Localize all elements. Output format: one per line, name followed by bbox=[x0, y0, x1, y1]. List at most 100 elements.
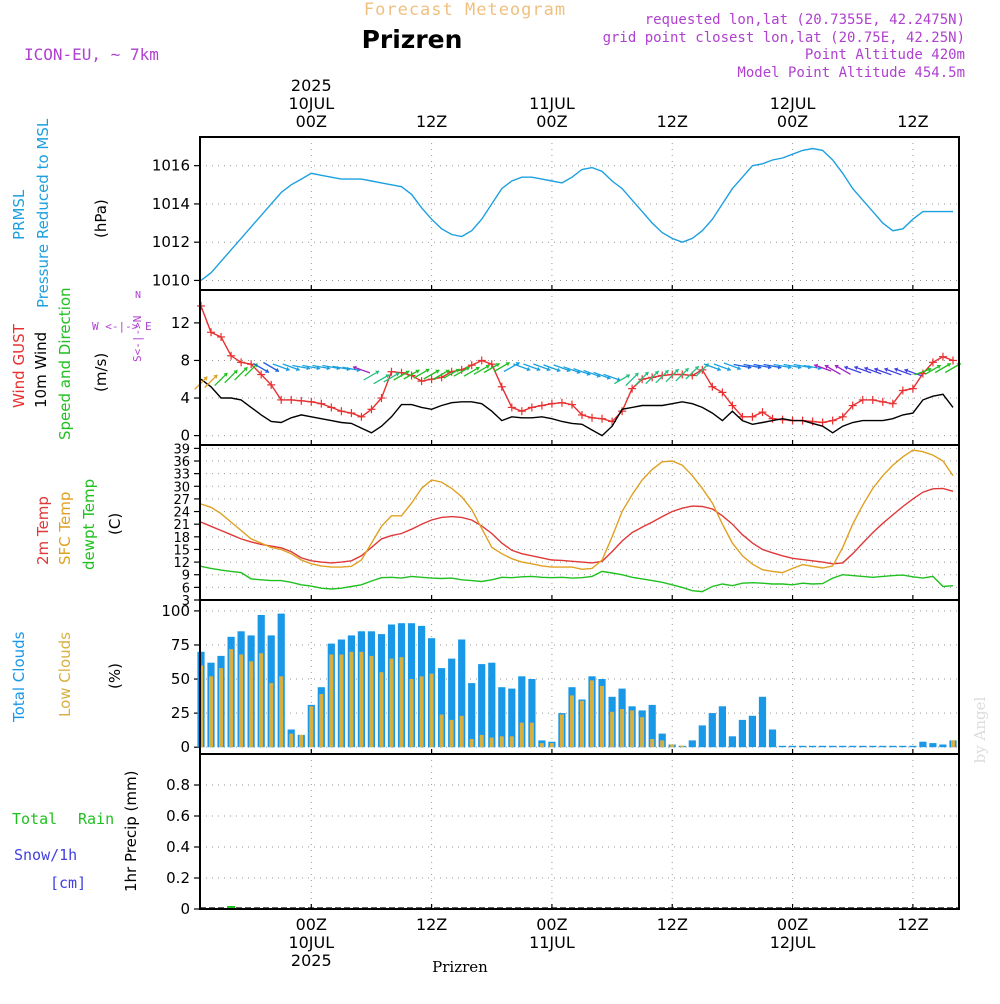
bar-low-clouds bbox=[539, 743, 544, 748]
plot-layer: 1010101210141016048123691215182124273033… bbox=[152, 76, 962, 970]
time-label-top: 00Z bbox=[536, 112, 567, 131]
bar-low-clouds bbox=[419, 676, 424, 748]
series-line-prmsl bbox=[200, 147, 953, 281]
wind-arrow-head bbox=[727, 366, 731, 372]
date-label-top: 12JUL bbox=[770, 94, 816, 113]
bar-total-clouds bbox=[758, 696, 767, 748]
gust-point bbox=[828, 416, 837, 425]
compass-horizontal: W <-|-> E bbox=[92, 320, 152, 333]
bar-rain bbox=[227, 906, 236, 909]
wind-direction-arrow bbox=[503, 361, 520, 373]
wind-arrow-head bbox=[576, 369, 581, 374]
ytick-label-temperature: 6 bbox=[182, 581, 190, 596]
wind-arrow-head bbox=[465, 366, 470, 371]
date-label-bottom: 11JUL bbox=[529, 933, 575, 952]
wind-direction-arrow bbox=[665, 368, 680, 383]
precip-label-total: Total bbox=[12, 810, 57, 828]
ytick-label-temperature: 39 bbox=[173, 442, 190, 457]
gust-point bbox=[257, 370, 266, 379]
wind-direction-arrow bbox=[573, 367, 591, 376]
wind-arrow-head bbox=[586, 371, 591, 376]
bar-low-clouds bbox=[229, 649, 234, 748]
wind-direction-arrow bbox=[874, 367, 892, 376]
ytick-label-temperature: 18 bbox=[173, 531, 190, 546]
bar-total-clouds bbox=[799, 745, 807, 748]
time-label-top: 00Z bbox=[777, 112, 808, 131]
bar-low-clouds bbox=[499, 736, 504, 748]
gust-point bbox=[307, 397, 316, 406]
bar-low-clouds bbox=[439, 714, 444, 748]
bar-total-clouds bbox=[929, 743, 937, 748]
panel-clouds: 0 25 50 75 100 bbox=[161, 599, 960, 756]
wind-direction-arrow bbox=[413, 368, 430, 379]
ytick-label-temperature: 21 bbox=[173, 518, 190, 533]
wind-direction-arrow bbox=[884, 367, 902, 376]
bar-total-clouds bbox=[518, 676, 526, 748]
wind-direction-arrow bbox=[253, 362, 270, 374]
wind-direction-arrow bbox=[272, 363, 290, 372]
ytick-label-precip: 0 bbox=[180, 900, 190, 918]
wind-arrow-head bbox=[904, 368, 909, 373]
wind-direction-arrow bbox=[423, 369, 440, 380]
wind-direction-arrow bbox=[393, 370, 410, 381]
ytick-label-pressure: 1016 bbox=[152, 157, 190, 175]
wind-arrow-head bbox=[475, 366, 480, 371]
bar-low-clouds bbox=[449, 719, 454, 748]
gust-point bbox=[628, 384, 637, 393]
bar-low-clouds bbox=[209, 676, 213, 748]
bar-total-clouds bbox=[528, 679, 536, 748]
wind-arrow-head bbox=[213, 374, 218, 379]
gust-point bbox=[728, 401, 737, 410]
gust-point bbox=[818, 418, 827, 427]
bar-total-clouds bbox=[748, 715, 756, 748]
grid-point-coords: grid point closest lon,lat (20.75E, 42.2… bbox=[603, 30, 965, 46]
ytick-label-precip: 0.2 bbox=[166, 869, 190, 887]
gust-point bbox=[477, 356, 486, 365]
date-label-bottom: 12JUL bbox=[770, 933, 816, 952]
wind-arrow-head bbox=[455, 368, 460, 373]
bar-total-clouds bbox=[508, 688, 516, 748]
gust-point bbox=[267, 380, 276, 389]
gust-point bbox=[588, 413, 597, 422]
gust-point bbox=[497, 382, 506, 391]
ytick-label-wind: 0 bbox=[180, 427, 190, 445]
ytick-label-wind: 4 bbox=[180, 389, 190, 407]
wind-arrow-head bbox=[536, 366, 541, 372]
wind-arrow-head bbox=[223, 372, 228, 377]
gust-point bbox=[718, 388, 727, 397]
gust-point bbox=[618, 407, 627, 416]
wind-arrow-head bbox=[385, 374, 390, 379]
gust-point bbox=[467, 361, 476, 370]
ytick-label-clouds: 100 bbox=[161, 602, 190, 620]
gust-point bbox=[527, 403, 536, 412]
pressure-label-unit: (hPa) bbox=[92, 199, 110, 238]
wind-arrow-head bbox=[375, 370, 380, 375]
time-label-top: 00Z bbox=[296, 112, 327, 131]
wind-direction-arrow bbox=[363, 370, 380, 381]
wind-arrow-head bbox=[596, 373, 601, 378]
temp-label-dewpt: dewpt Temp bbox=[80, 479, 98, 570]
gust-point bbox=[387, 367, 396, 376]
wind-label-dir: Speed and Direction bbox=[56, 287, 74, 440]
bar-low-clouds bbox=[610, 711, 615, 748]
gust-point bbox=[578, 410, 587, 419]
gust-point bbox=[838, 412, 847, 421]
gust-point bbox=[327, 403, 336, 412]
wind-arrow-head bbox=[435, 369, 440, 374]
wind-arrow-head bbox=[265, 368, 269, 373]
wind-arrow-head bbox=[946, 363, 951, 368]
wind-direction-arrow bbox=[403, 369, 420, 380]
wind-direction-arrow bbox=[533, 363, 551, 372]
gust-point bbox=[517, 407, 526, 416]
bar-total-clouds bbox=[728, 736, 736, 748]
bar-low-clouds bbox=[369, 655, 374, 748]
gust-point bbox=[928, 358, 937, 367]
wind-direction-arrow bbox=[703, 363, 722, 372]
wind-arrow-head bbox=[694, 366, 699, 371]
bar-total-clouds bbox=[438, 668, 446, 748]
wind-arrow-head bbox=[814, 363, 818, 369]
bar-low-clouds bbox=[600, 685, 604, 748]
bar-total-clouds bbox=[718, 706, 726, 748]
point-altitude: Point Altitude 420m bbox=[805, 47, 965, 63]
